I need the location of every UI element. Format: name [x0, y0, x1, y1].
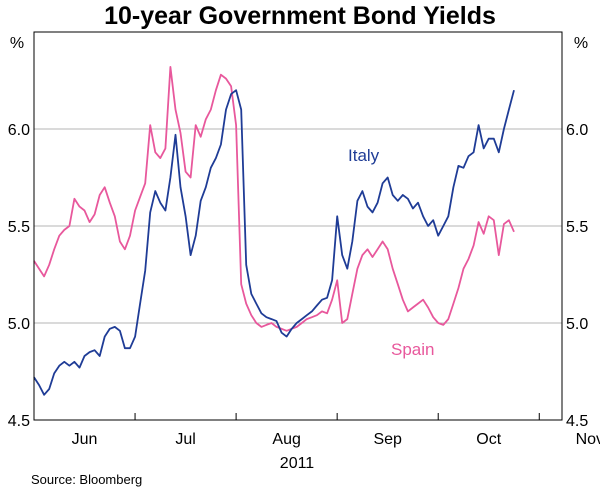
y-tick-label-left: 5.0	[8, 316, 30, 333]
y-tick-label-right: 6.0	[566, 122, 588, 139]
series-lines	[33, 66, 515, 396]
y-tick-label-left: 6.0	[8, 122, 30, 139]
source-note: Source: Bloomberg	[31, 472, 142, 487]
series-line-spain	[33, 66, 515, 332]
plot-frame	[33, 31, 563, 421]
x-tick-label: Nov	[576, 431, 600, 448]
series-line-italy	[33, 89, 515, 396]
series-label-spain: Spain	[391, 340, 434, 359]
y-tick-label-left: 5.5	[8, 219, 30, 236]
y-tick-labels: 4.5 4.5 5.0 5.0 5.5 5.5 6.0 6.0	[8, 122, 589, 430]
x-tick-label: Oct	[476, 431, 501, 448]
y-tick-label-right: 5.5	[566, 219, 588, 236]
x-tick-labels: Jun Jul Aug Sep Oct Nov	[72, 431, 600, 448]
x-tick-label: Aug	[272, 431, 300, 448]
year-label: 2011	[280, 455, 315, 472]
x-ticks	[134, 413, 540, 420]
x-tick-label: Jun	[72, 431, 98, 448]
x-tick-label: Sep	[373, 431, 402, 448]
y-unit-left: %	[10, 35, 24, 52]
y-tick-label-left: 4.5	[8, 413, 30, 430]
chart-title: 10-year Government Bond Yields	[104, 2, 496, 30]
gridlines	[34, 128, 562, 324]
series-label-italy: Italy	[348, 146, 380, 165]
x-tick-label: Jul	[175, 431, 195, 448]
y-tick-label-right: 5.0	[566, 316, 588, 333]
y-unit-right: %	[574, 35, 588, 52]
y-tick-label-right: 4.5	[566, 413, 588, 430]
